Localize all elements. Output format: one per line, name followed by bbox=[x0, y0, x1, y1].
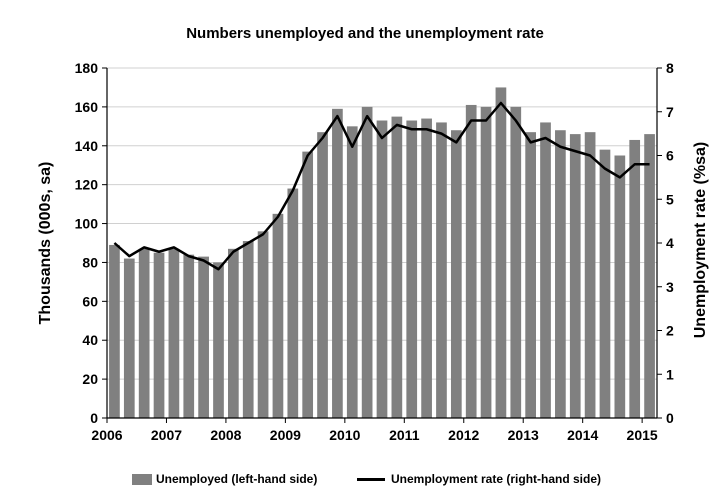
bar-unemployed bbox=[406, 120, 418, 418]
chart-title: Numbers unemployed and the unemployment … bbox=[186, 25, 544, 42]
y-tick-label-right: 6 bbox=[666, 148, 674, 164]
y-tick-label-right: 2 bbox=[666, 323, 674, 339]
legend-item-rate: Unemployment rate (right-hand side) bbox=[357, 472, 601, 486]
line-series bbox=[113, 101, 650, 271]
legend: Unemployed (left-hand side) Unemployment… bbox=[0, 468, 714, 490]
bar-unemployed bbox=[317, 132, 328, 418]
x-tick-label: 2015 bbox=[627, 427, 658, 443]
x-tick-label: 2006 bbox=[91, 427, 122, 443]
y-tick-label-right: 1 bbox=[666, 366, 674, 382]
x-tick-label: 2014 bbox=[567, 427, 598, 443]
x-tick-label: 2010 bbox=[329, 427, 360, 443]
legend-item-unemployed: Unemployed (left-hand side) bbox=[132, 472, 317, 486]
axes: 0 20 40 60 80 100 120 140 160 180 0 1 2 3 4 5 6 7 8 2006 200… bbox=[75, 60, 674, 443]
bar-unemployed bbox=[644, 134, 655, 418]
y-tick-label-right: 5 bbox=[666, 191, 674, 207]
y-tick-label-right: 8 bbox=[666, 60, 674, 76]
bar-unemployed bbox=[153, 252, 165, 418]
x-tick-label: 2007 bbox=[151, 427, 182, 443]
chart-svg: Numbers unemployed and the unemployment … bbox=[37, 25, 709, 443]
bar-unemployed bbox=[213, 262, 224, 418]
bar-unemployed bbox=[361, 106, 373, 418]
bar-unemployed bbox=[332, 108, 343, 418]
x-tick-label: 2009 bbox=[270, 427, 301, 443]
y-tick-label-right: 4 bbox=[666, 235, 674, 251]
bar-unemployed bbox=[302, 151, 314, 418]
bar-unemployed bbox=[569, 134, 581, 418]
y-tick-label-left: 60 bbox=[82, 293, 98, 309]
y-tick-label-left: 100 bbox=[75, 216, 99, 232]
y-tick-label-left: 20 bbox=[82, 371, 98, 387]
y-tick-label-right: 7 bbox=[666, 104, 674, 120]
bar-unemployed bbox=[510, 106, 522, 418]
x-tick-label: 2013 bbox=[508, 427, 539, 443]
y-tick-label-left: 120 bbox=[75, 177, 99, 193]
bar-unemployed bbox=[346, 126, 358, 418]
bar-unemployed bbox=[138, 248, 150, 418]
bar-unemployed bbox=[584, 132, 596, 418]
y-tick-label-right: 0 bbox=[666, 410, 674, 426]
bar-unemployed bbox=[109, 244, 120, 418]
y-tick-label-left: 40 bbox=[82, 332, 98, 348]
bar-unemployed bbox=[242, 241, 254, 418]
bar-unemployed bbox=[480, 106, 492, 418]
bar-unemployed bbox=[599, 149, 611, 418]
y-tick-label-left: 180 bbox=[75, 60, 99, 76]
legend-label-unemployed: Unemployed (left-hand side) bbox=[156, 472, 318, 486]
y-tick-label-left: 80 bbox=[82, 254, 98, 270]
legend-swatch-bars bbox=[132, 473, 152, 485]
bar-unemployed bbox=[421, 118, 432, 419]
y-tick-label-right: 3 bbox=[666, 279, 674, 295]
legend-label-rate: Unemployment rate (right-hand side) bbox=[391, 472, 602, 486]
bar-unemployed bbox=[436, 122, 447, 418]
bar-unemployed bbox=[450, 130, 462, 418]
bar-unemployed bbox=[614, 155, 626, 418]
legend-swatch-line bbox=[357, 477, 385, 481]
bar-unemployed bbox=[465, 104, 477, 418]
bar-unemployed bbox=[228, 248, 239, 418]
bar-unemployed bbox=[168, 248, 180, 418]
bar-unemployed bbox=[376, 120, 388, 418]
bar-unemployed bbox=[629, 139, 641, 418]
line-unemployment-rate bbox=[113, 101, 650, 271]
y-tick-label-left: 160 bbox=[75, 99, 99, 115]
x-tick-label: 2012 bbox=[448, 427, 479, 443]
y-tick-label-left: 0 bbox=[90, 410, 98, 426]
bar-unemployed bbox=[391, 116, 403, 418]
bar-unemployed bbox=[123, 258, 135, 418]
bar-unemployed bbox=[257, 231, 269, 418]
bar-unemployed bbox=[495, 87, 507, 418]
bar-unemployed bbox=[287, 188, 299, 418]
bar-unemployed bbox=[540, 122, 551, 418]
bar-unemployed bbox=[525, 132, 536, 418]
bar-unemployed bbox=[198, 256, 209, 418]
bar-series bbox=[109, 87, 655, 419]
y-tick-label-left: 140 bbox=[75, 138, 99, 154]
bar-unemployed bbox=[555, 130, 566, 418]
y-axis-label-left: Thousands (000s, sa) bbox=[37, 162, 54, 325]
bar-unemployed bbox=[272, 213, 284, 418]
bar-unemployed bbox=[183, 254, 195, 418]
y-axis-label-right: Unemployment rate (%sa) bbox=[692, 142, 709, 339]
x-tick-label: 2011 bbox=[389, 427, 420, 443]
x-tick-label: 2008 bbox=[210, 427, 241, 443]
